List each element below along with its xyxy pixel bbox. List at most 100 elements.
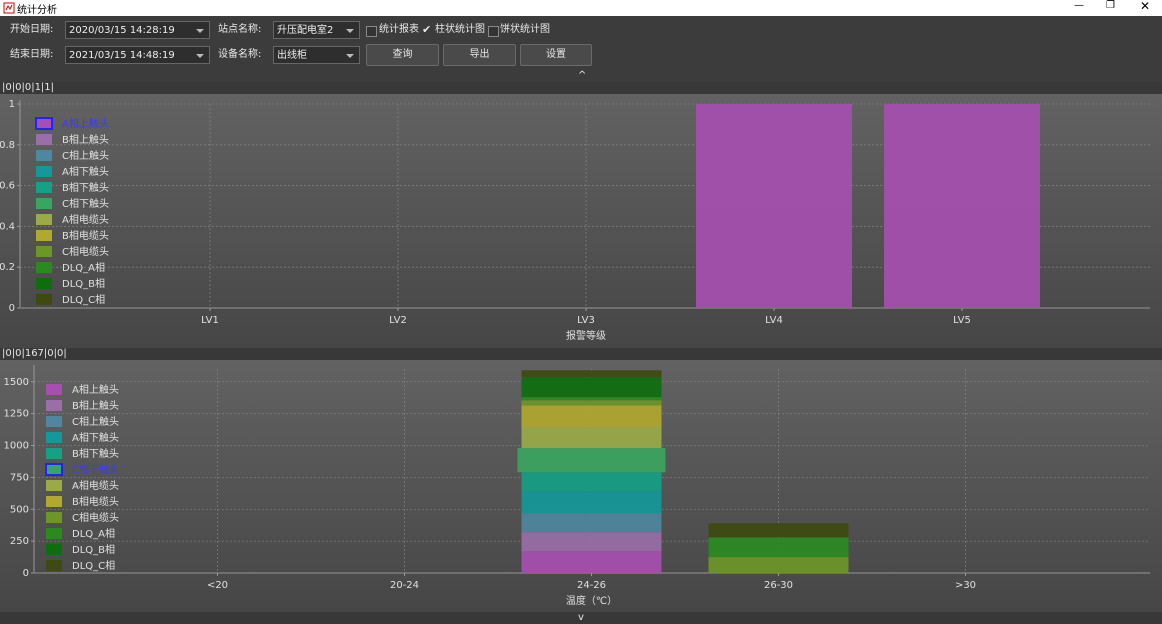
query-button[interactable]: 查询 bbox=[366, 44, 439, 66]
minimize[interactable]: — bbox=[1074, 0, 1084, 11]
y-tick-label: 0.2 bbox=[0, 262, 15, 273]
x-tick-label: LV3 bbox=[577, 315, 595, 326]
label: 开始日期: bbox=[10, 24, 54, 35]
y-tick-label: 500 bbox=[10, 504, 29, 515]
bar bbox=[521, 472, 662, 492]
window-title: 统计分析 bbox=[17, 5, 57, 16]
bar bbox=[521, 400, 662, 406]
legend-label: A相上触头 bbox=[62, 117, 109, 130]
bar bbox=[708, 523, 849, 538]
bar bbox=[708, 537, 849, 558]
close[interactable]: ✕ bbox=[1140, 0, 1151, 13]
checkbox-label[interactable]: 统计报表 bbox=[379, 24, 419, 35]
legend-swatch bbox=[45, 463, 63, 476]
legend-label: C相电缆头 bbox=[72, 511, 119, 524]
expand-arrow[interactable]: v bbox=[578, 612, 584, 623]
legend-label: B相上触头 bbox=[72, 399, 119, 412]
maximize[interactable]: ❐ bbox=[1106, 0, 1115, 11]
checkmark[interactable]: ✔ bbox=[422, 23, 432, 36]
legend-swatch bbox=[36, 134, 52, 145]
legend-swatch bbox=[46, 544, 62, 555]
legend-label: DLQ_A相 bbox=[72, 527, 115, 540]
x-tick-label: 26-30 bbox=[764, 580, 793, 591]
x-tick-label: LV4 bbox=[765, 315, 783, 326]
legend-swatch bbox=[36, 150, 52, 161]
legend-swatch bbox=[36, 278, 52, 289]
bar bbox=[521, 370, 662, 378]
bar bbox=[521, 397, 662, 401]
legend-swatch bbox=[36, 198, 52, 209]
title-bar: 统计分析 — ❐ ✕ bbox=[0, 0, 1162, 16]
legend-label: C相下触头 bbox=[62, 197, 109, 210]
legend-label: B相电缆头 bbox=[62, 229, 109, 242]
start-date[interactable]: 2020/03/15 14:28:19 bbox=[65, 21, 210, 39]
y-tick-label: 0 bbox=[9, 303, 15, 314]
chart: 0 250 500 750 1000 1250 1500 <20 20-24 24-26 26-30… bbox=[0, 360, 1162, 612]
legend-swatch bbox=[36, 246, 52, 257]
x-tick-label: LV2 bbox=[389, 315, 407, 326]
device-select[interactable]: 出线柜 bbox=[273, 46, 360, 64]
legend-label: C相上触头 bbox=[62, 149, 109, 162]
y-tick-label: 0 bbox=[23, 568, 29, 579]
settings-button[interactable]: 设置 bbox=[520, 44, 592, 66]
legend-swatch bbox=[36, 262, 52, 273]
bar bbox=[521, 377, 662, 398]
legend-swatch bbox=[46, 560, 62, 571]
legend-swatch bbox=[46, 384, 62, 395]
chart-header: |0|0|167|0|0| bbox=[0, 348, 1162, 360]
legend-label: A相下触头 bbox=[62, 165, 109, 178]
legend-swatch bbox=[46, 512, 62, 523]
y-tick-label: 1 bbox=[9, 99, 15, 110]
bar bbox=[521, 532, 662, 552]
chart-header: |0|0|0|1|1| bbox=[0, 82, 1162, 94]
legend-label: B相下触头 bbox=[72, 447, 119, 460]
legend-label: DLQ_C相 bbox=[62, 293, 105, 306]
legend-swatch bbox=[46, 528, 62, 539]
legend-swatch bbox=[36, 166, 52, 177]
export-button[interactable]: 导出 bbox=[443, 44, 516, 66]
end-date[interactable]: 2021/03/15 14:48:19 bbox=[65, 46, 210, 64]
checkbox-label[interactable]: 饼状统计图 bbox=[500, 24, 550, 35]
legend-swatch bbox=[36, 214, 52, 225]
bar bbox=[521, 513, 662, 533]
bottom-bar: v bbox=[0, 612, 1162, 624]
chart: 0 0.2 0.4 0.6 0.8 1 LV1 LV2 LV3 LV4 LV5 报警等级 A相上触头 B相… bbox=[0, 94, 1162, 348]
bar bbox=[884, 104, 1040, 308]
legend-swatch bbox=[36, 294, 52, 305]
x-axis-label: 温度（℃） bbox=[566, 594, 617, 607]
label: 结束日期: bbox=[10, 49, 54, 60]
label: 设备名称: bbox=[218, 49, 262, 60]
bar bbox=[521, 491, 662, 514]
legend-label: C相上触头 bbox=[72, 415, 119, 428]
bar bbox=[696, 104, 852, 308]
checkbox[interactable] bbox=[366, 26, 377, 37]
checkbox[interactable] bbox=[488, 26, 499, 37]
x-axis-label: 报警等级 bbox=[566, 329, 606, 342]
legend-label: A相电缆头 bbox=[62, 213, 109, 226]
collapse-arrow[interactable]: ^ bbox=[578, 70, 587, 81]
legend-swatch bbox=[36, 230, 52, 241]
label: 站点名称: bbox=[218, 24, 262, 35]
chart-subtitle: |0|0|167|0|0| bbox=[2, 348, 67, 359]
y-tick-label: 1250 bbox=[4, 409, 29, 420]
legend-label: DLQ_C相 bbox=[72, 559, 115, 572]
y-tick-label: 250 bbox=[10, 536, 29, 547]
legend-label: DLQ_A相 bbox=[62, 261, 105, 274]
bar bbox=[521, 551, 662, 573]
bar bbox=[521, 427, 662, 449]
station-select[interactable]: 升压配电室2 bbox=[273, 21, 360, 39]
legend-label: A相电缆头 bbox=[72, 479, 119, 492]
legend-label: B相上触头 bbox=[62, 133, 109, 146]
legend-swatch bbox=[46, 480, 62, 491]
legend-label: DLQ_B相 bbox=[72, 543, 115, 556]
app-icon bbox=[3, 2, 15, 14]
y-tick-label: 0.8 bbox=[0, 140, 15, 151]
x-tick-label: 24-26 bbox=[577, 580, 606, 591]
y-tick-label: 0.6 bbox=[0, 181, 15, 192]
bar bbox=[521, 405, 662, 428]
legend-label: A相下触头 bbox=[72, 431, 119, 444]
y-tick-label: 1500 bbox=[4, 377, 29, 388]
checkbox-label[interactable]: 柱状统计图 bbox=[435, 24, 485, 35]
y-tick-label: 0.4 bbox=[0, 221, 15, 232]
